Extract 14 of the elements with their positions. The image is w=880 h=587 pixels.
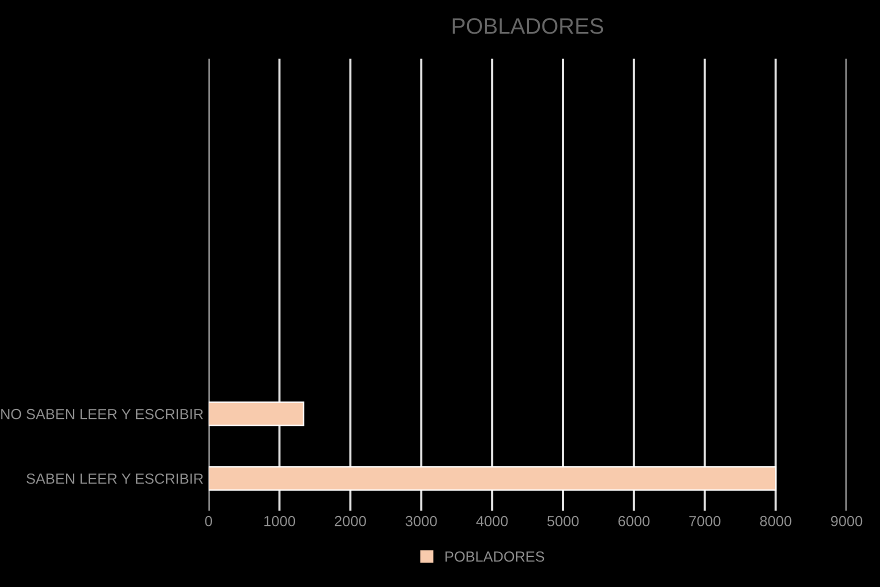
x-tick-label: 8000 [760,516,792,526]
x-tick-label: 5000 [547,516,579,526]
y-tick-label: SABEN LEER Y ESCRIBIR [26,474,204,484]
y-tick-label: NO SABEN LEER Y ESCRIBIR [1,408,204,420]
x-tick-label: 2000 [334,516,366,526]
x-tick-label: 6000 [618,516,650,526]
chart-title: POBLADORES [452,18,604,34]
x-tick-label: 9000 [831,516,862,526]
x-tick-label: 0 [205,516,212,526]
legend-label: POBLADORES [446,551,544,562]
x-tick-label: 1000 [264,516,296,526]
x-tick-label: 4000 [476,516,508,526]
x-tick-label: 3000 [406,516,437,526]
x-tick-label: 7000 [689,516,720,526]
